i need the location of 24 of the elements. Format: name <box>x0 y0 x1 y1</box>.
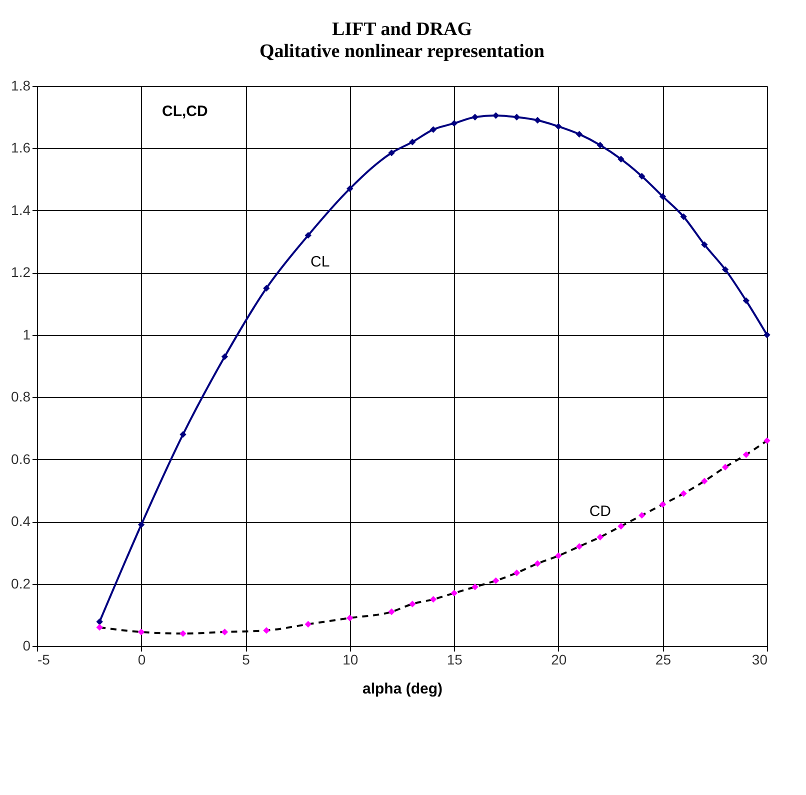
x-tick-label: 10 <box>342 652 358 668</box>
x-tick-label: -5 <box>38 652 50 668</box>
y-tick-label: 1.8 <box>11 78 31 94</box>
x-axis-title: alpha (deg) <box>362 680 443 698</box>
y-tick-label: 0.4 <box>11 513 31 530</box>
series-label: CL <box>310 253 330 270</box>
y-tick-label: 0 <box>22 638 31 654</box>
series-label: CD <box>589 503 612 520</box>
y-tick-label: 0.6 <box>11 450 31 467</box>
y-tick-label: 1 <box>22 326 31 342</box>
y-tick-label: 0.2 <box>11 575 31 592</box>
chart-subtitle: Qalitative nonlinear representation <box>260 41 545 62</box>
x-tick-label: 0 <box>138 652 146 668</box>
x-tick-label: 20 <box>551 652 567 668</box>
x-tick-label: 15 <box>446 652 463 668</box>
y-tick-label: 1.4 <box>11 202 31 218</box>
chart-title: LIFT and DRAG <box>332 19 472 40</box>
y-tick-label: 1.6 <box>11 140 31 156</box>
y-axis-title: CL,CD <box>162 103 208 120</box>
y-tick-label: 1.2 <box>11 264 31 280</box>
x-tick-label: 5 <box>242 652 250 668</box>
y-tick-label: 0.8 <box>11 388 31 405</box>
x-tick-label: 30 <box>752 652 768 668</box>
x-tick-label: 25 <box>655 652 672 668</box>
